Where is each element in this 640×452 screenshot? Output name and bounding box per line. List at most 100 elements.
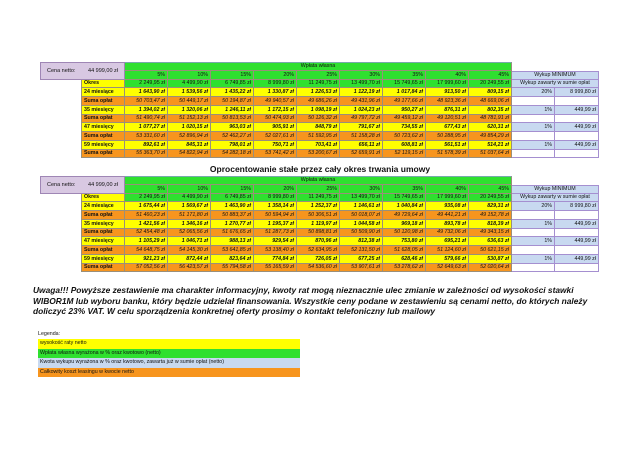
- installment-value: 1 569,67 zł: [168, 202, 211, 211]
- installment-value: 703,41 zł: [297, 140, 340, 150]
- installment-value: 677,25 zł: [340, 254, 383, 264]
- total-cost-value: 51 124,60 zł: [426, 246, 469, 255]
- down-payment-amount: 15 749,65 zł: [383, 79, 426, 89]
- installment-value: 921,23 zł: [125, 254, 168, 264]
- installment-value: 734,55 zł: [383, 123, 426, 132]
- buyout-empty: [555, 228, 599, 238]
- total-cost-value: 50 288,95 zł: [426, 132, 469, 141]
- total-cost-value: 52 065,56 zł: [168, 228, 211, 238]
- total-cost-value: 48 923,36 zł: [426, 97, 469, 106]
- installment-value: 1 119,97 zł: [297, 219, 340, 229]
- buyout-empty: [555, 132, 599, 141]
- legend-item-wplata: Wpłata własna wyrażona w % oraz kwotowo …: [38, 348, 300, 358]
- installment-value: 848,79 zł: [297, 123, 340, 132]
- installment-value: 1 270,77 zł: [211, 219, 254, 229]
- buyout-empty: [555, 97, 599, 106]
- installment-value: 579,66 zł: [426, 254, 469, 264]
- total-cost-value: 52 659,91 zł: [340, 149, 383, 159]
- installment-value: 950,27 zł: [383, 105, 426, 115]
- row-label-total: Suma opłat: [81, 114, 125, 124]
- buyout-empty: [512, 132, 555, 141]
- total-cost-value: 52 634,95 zł: [297, 246, 340, 255]
- buyout-percent: 20%: [512, 88, 555, 97]
- installment-value: 876,31 zł: [426, 105, 469, 115]
- total-cost-value: 50 120,98 zł: [383, 228, 426, 238]
- cena-value: 44 999,00 zł: [88, 181, 118, 188]
- down-payment-amount: 4 499,90 zł: [168, 193, 211, 203]
- down-payment-amount: 17 999,60 zł: [426, 79, 469, 89]
- down-payment-amount: 8 999,80 zł: [254, 193, 297, 203]
- row-label-period: 47 miesięcy: [81, 237, 125, 246]
- total-cost-value: 51 578,39 zł: [426, 149, 469, 159]
- total-cost-value: 50 898,81 zł: [297, 228, 340, 238]
- down-payment-amount: 8 999,80 zł: [254, 79, 297, 89]
- buyout-amount: 449,99 zł: [555, 140, 599, 150]
- leasing-table-fixed: Cena netto: 44 999,00 zł Wpłata własna 5% 10…: [40, 176, 599, 273]
- down-payment-percent: 20%: [254, 70, 297, 80]
- total-cost-value: 50 306,51 zł: [297, 211, 340, 220]
- down-payment-percent: 35%: [383, 184, 426, 194]
- buyout-empty: [512, 228, 555, 238]
- row-label-total: Suma opłat: [81, 211, 125, 220]
- down-payment-amount: 15 749,65 zł: [383, 193, 426, 203]
- installment-value: 1 252,37 zł: [297, 202, 340, 211]
- total-cost-value: 53 331,60 zł: [125, 132, 168, 141]
- installment-value: 1 044,58 zł: [340, 219, 383, 229]
- total-cost-value: 53 138,40 zł: [254, 246, 297, 255]
- down-payment-amount: 6 749,85 zł: [211, 79, 254, 89]
- down-payment-percent: 15%: [211, 184, 254, 194]
- legend-item-wykup: Kwota wykupu wyrażona w % oraz kwotowo, …: [38, 358, 300, 368]
- buyout-empty: [555, 211, 599, 220]
- total-cost-value: 49 797,72 zł: [340, 114, 383, 124]
- installment-value: 1 172,15 zł: [254, 105, 297, 115]
- total-cost-value: 49 940,57 zł: [254, 97, 297, 106]
- buyout-empty: [512, 149, 555, 159]
- installment-value: 929,54 zł: [254, 237, 297, 246]
- down-payment-amount: 11 249,75 zł: [297, 193, 340, 203]
- total-cost-value: 51 171,80 zł: [168, 211, 211, 220]
- row-label-period: 35 miesięcy: [81, 105, 125, 115]
- installment-value: 845,31 zł: [168, 140, 211, 150]
- installment-value: 1 643,90 zł: [125, 88, 168, 97]
- down-payment-percent: 45%: [469, 70, 512, 80]
- total-cost-value: 49 120,51 zł: [426, 114, 469, 124]
- legend-title: Legenda:: [38, 331, 61, 337]
- total-cost-value: 49 686,26 zł: [297, 97, 340, 106]
- buyout-empty: [555, 246, 599, 255]
- row-label-total: Suma opłat: [81, 228, 125, 238]
- legend-item-koszt: Całkowity koszt leasingu w kwocie netto: [38, 367, 300, 377]
- down-payment-amount: 2 249,95 zł: [125, 193, 168, 203]
- buyout-amount: 449,99 zł: [555, 123, 599, 132]
- total-cost-value: 52 896,94 zł: [168, 132, 211, 141]
- price-box: Cena netto: 44 999,00 zł: [40, 176, 125, 194]
- total-cost-value: 48 781,91 zł: [469, 114, 512, 124]
- buyout-amount: 8 999,80 zł: [555, 88, 599, 97]
- buyout-amount: 449,99 zł: [555, 237, 599, 246]
- installment-value: 1 226,53 zł: [297, 88, 340, 97]
- installment-value: 969,18 zł: [383, 219, 426, 229]
- total-cost-value: 49 729,64 zł: [383, 211, 426, 220]
- down-payment-percent: 25%: [297, 184, 340, 194]
- total-cost-value: 49 152,78 zł: [469, 211, 512, 220]
- total-cost-value: 50 813,53 zł: [211, 114, 254, 124]
- total-cost-value: 49 441,21 zł: [426, 211, 469, 220]
- total-cost-value: 54 536,60 zł: [297, 263, 340, 273]
- total-cost-value: 49 732,06 zł: [426, 228, 469, 238]
- installment-value: 935,08 zł: [426, 202, 469, 211]
- total-cost-value: 51 287,73 zł: [254, 228, 297, 238]
- installment-value: 774,84 zł: [254, 254, 297, 264]
- installment-value: 870,96 zł: [297, 237, 340, 246]
- total-cost-value: 48 669,06 zł: [469, 97, 512, 106]
- total-cost-value: 51 628,05 zł: [383, 246, 426, 255]
- installment-value: 753,80 zł: [383, 237, 426, 246]
- total-cost-value: 51 490,74 zł: [125, 114, 168, 124]
- down-payment-percent: 10%: [168, 70, 211, 80]
- total-cost-value: 52 027,61 zł: [254, 132, 297, 141]
- row-label-total: Suma opłat: [81, 149, 125, 159]
- cena-value: 44 999,00 zł: [88, 67, 118, 74]
- total-cost-value: 53 641,85 zł: [211, 246, 254, 255]
- installment-value: 726,05 zł: [297, 254, 340, 264]
- total-cost-value: 52 454,48 zł: [125, 228, 168, 238]
- cena-label: Cena netto:: [47, 67, 76, 74]
- installment-value: 1 098,19 zł: [297, 105, 340, 115]
